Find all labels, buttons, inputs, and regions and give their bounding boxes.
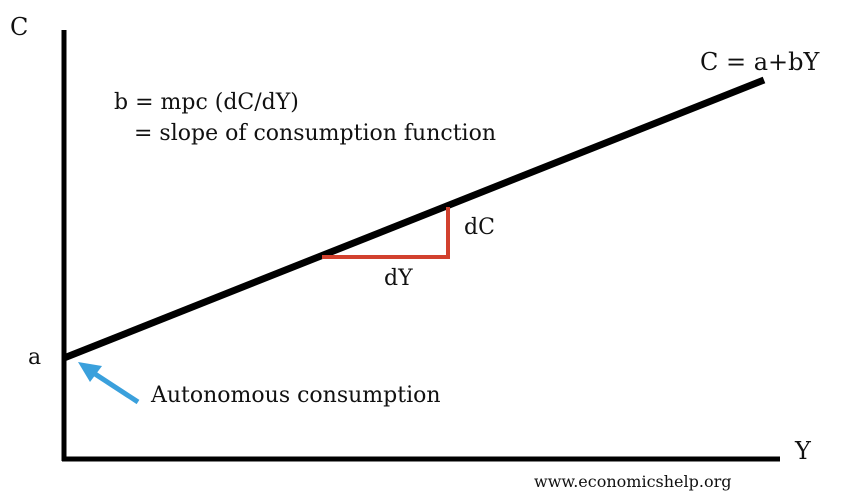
watermark-text: www.economicshelp.org — [534, 472, 731, 491]
slope-annotation-line1: b = mpc (dC/dY) — [114, 90, 299, 115]
consumption-line-label: C = a+bY — [700, 48, 821, 76]
autonomous-consumption-label: Autonomous consumption — [150, 383, 441, 408]
intercept-label: a — [28, 345, 41, 370]
slope-annotation-line2: = slope of consumption function — [134, 121, 496, 146]
autonomous-arrow-head — [78, 362, 102, 382]
x-axis-label: Y — [794, 437, 812, 465]
consumption-line — [62, 76, 766, 362]
y-axis-label: C — [10, 13, 28, 41]
autonomous-arrow-shaft — [90, 369, 140, 405]
slope-rise-label: dC — [464, 215, 495, 240]
slope-run-label: dY — [384, 266, 413, 291]
